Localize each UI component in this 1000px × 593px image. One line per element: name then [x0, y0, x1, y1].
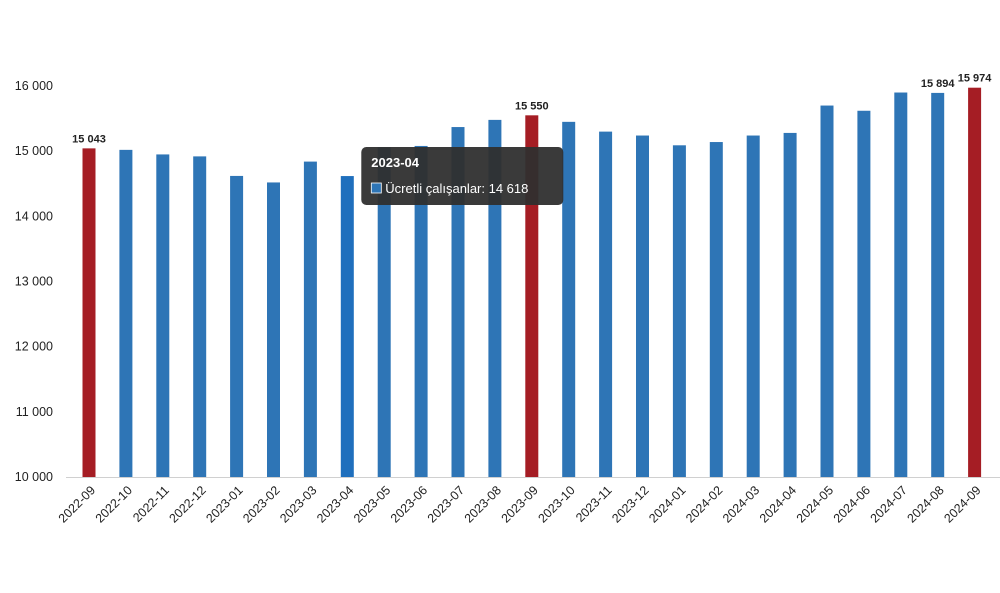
bar-2022-12: [193, 156, 207, 477]
data-label: 15 550: [515, 100, 549, 112]
bar-2023-08: [488, 119, 502, 478]
x-tick-label: 2024-09: [941, 483, 983, 525]
bar-2022-10: [119, 149, 133, 477]
x-tick-label: 2023-05: [351, 483, 393, 525]
bar-2023-10: [562, 121, 576, 477]
bar-2024-06: [857, 110, 871, 477]
x-tick-label: 2023-09: [499, 483, 541, 525]
bar-2024-08: [931, 92, 945, 478]
bar-2024-03: [746, 135, 760, 477]
bar-2023-05: [377, 147, 391, 478]
bar-2023-09: [525, 115, 539, 477]
bar-2024-01: [672, 145, 686, 477]
x-tick-label: 2023-06: [388, 483, 430, 525]
y-tick-label: 16 000: [15, 79, 53, 93]
bar-2024-07: [894, 92, 908, 478]
x-tick-label: 2023-01: [203, 483, 245, 525]
bar-2023-04: [340, 176, 354, 477]
bar-2023-07: [451, 127, 465, 478]
tooltip-series-swatch: [370, 182, 382, 194]
bar-2024-09: [968, 87, 982, 477]
data-labels: 15 043 15 550 15 894 15 974: [72, 73, 992, 146]
y-tick-label: 10 000: [15, 470, 53, 484]
data-label: 15 043: [72, 133, 106, 145]
y-tick-label: 11 000: [16, 405, 53, 419]
x-tick-label: 2024-08: [904, 483, 946, 525]
bar-2024-05: [820, 105, 834, 478]
y-tick-label: 14 000: [15, 209, 53, 223]
x-axis: 2022-092022-102022-112022-122023-012023-…: [56, 477, 1000, 526]
bar-2023-02: [267, 182, 280, 478]
tooltip: 2023-04 Ücretli çalışanlar: 14 618: [361, 147, 564, 205]
x-tick-label: 2022-10: [93, 483, 135, 525]
x-tick-label: 2023-02: [240, 483, 282, 525]
x-tick-label: 2023-08: [462, 483, 504, 525]
bar-2022-11: [156, 154, 170, 478]
data-label: 15 894: [921, 78, 956, 90]
y-tick-label: 15 000: [15, 144, 53, 158]
bar-2023-11: [599, 131, 613, 477]
x-tick-label: 2023-04: [314, 483, 356, 525]
x-tick-label: 2024-07: [868, 483, 910, 525]
x-tick-label: 2024-05: [794, 483, 836, 525]
x-tick-label: 2024-01: [646, 483, 688, 525]
bar-2024-04: [783, 132, 797, 478]
y-tick-label: 13 000: [15, 275, 53, 289]
bar-2023-01: [230, 175, 244, 477]
bar-2023-12: [636, 135, 649, 477]
x-tick-label: 2022-11: [130, 483, 172, 525]
y-axis: 10 000 11 000 12 000 13 000 14 000 15 000 16 0…: [15, 79, 53, 484]
x-tick-label: 2023-11: [573, 483, 615, 525]
x-tick-label: 2024-04: [757, 483, 799, 525]
bar-2023-06: [414, 145, 428, 477]
y-tick-label: 12 000: [15, 340, 53, 354]
tooltip-label: Ücretli çalışanlar: 14 618: [385, 181, 528, 196]
tooltip-title: 2023-04: [371, 155, 419, 170]
x-tick-label: 2022-09: [56, 483, 98, 525]
bar-2024-02: [709, 142, 723, 477]
tooltip-box: [361, 147, 564, 205]
x-tick-label: 2024-03: [720, 483, 762, 525]
x-tick-label: 2023-12: [609, 483, 651, 525]
bars: [82, 87, 982, 478]
x-tick-label: 2023-03: [277, 483, 319, 525]
x-tick-label: 2022-12: [166, 483, 208, 525]
bar-2023-03: [303, 161, 317, 478]
x-tick-label: 2024-02: [683, 483, 725, 525]
bar-2022-09: [82, 148, 96, 477]
data-label: 15 974: [958, 73, 993, 85]
x-tick-label: 2023-10: [535, 483, 577, 525]
x-tick-label: 2023-07: [425, 483, 467, 525]
x-tick-label: 2024-06: [831, 483, 873, 525]
